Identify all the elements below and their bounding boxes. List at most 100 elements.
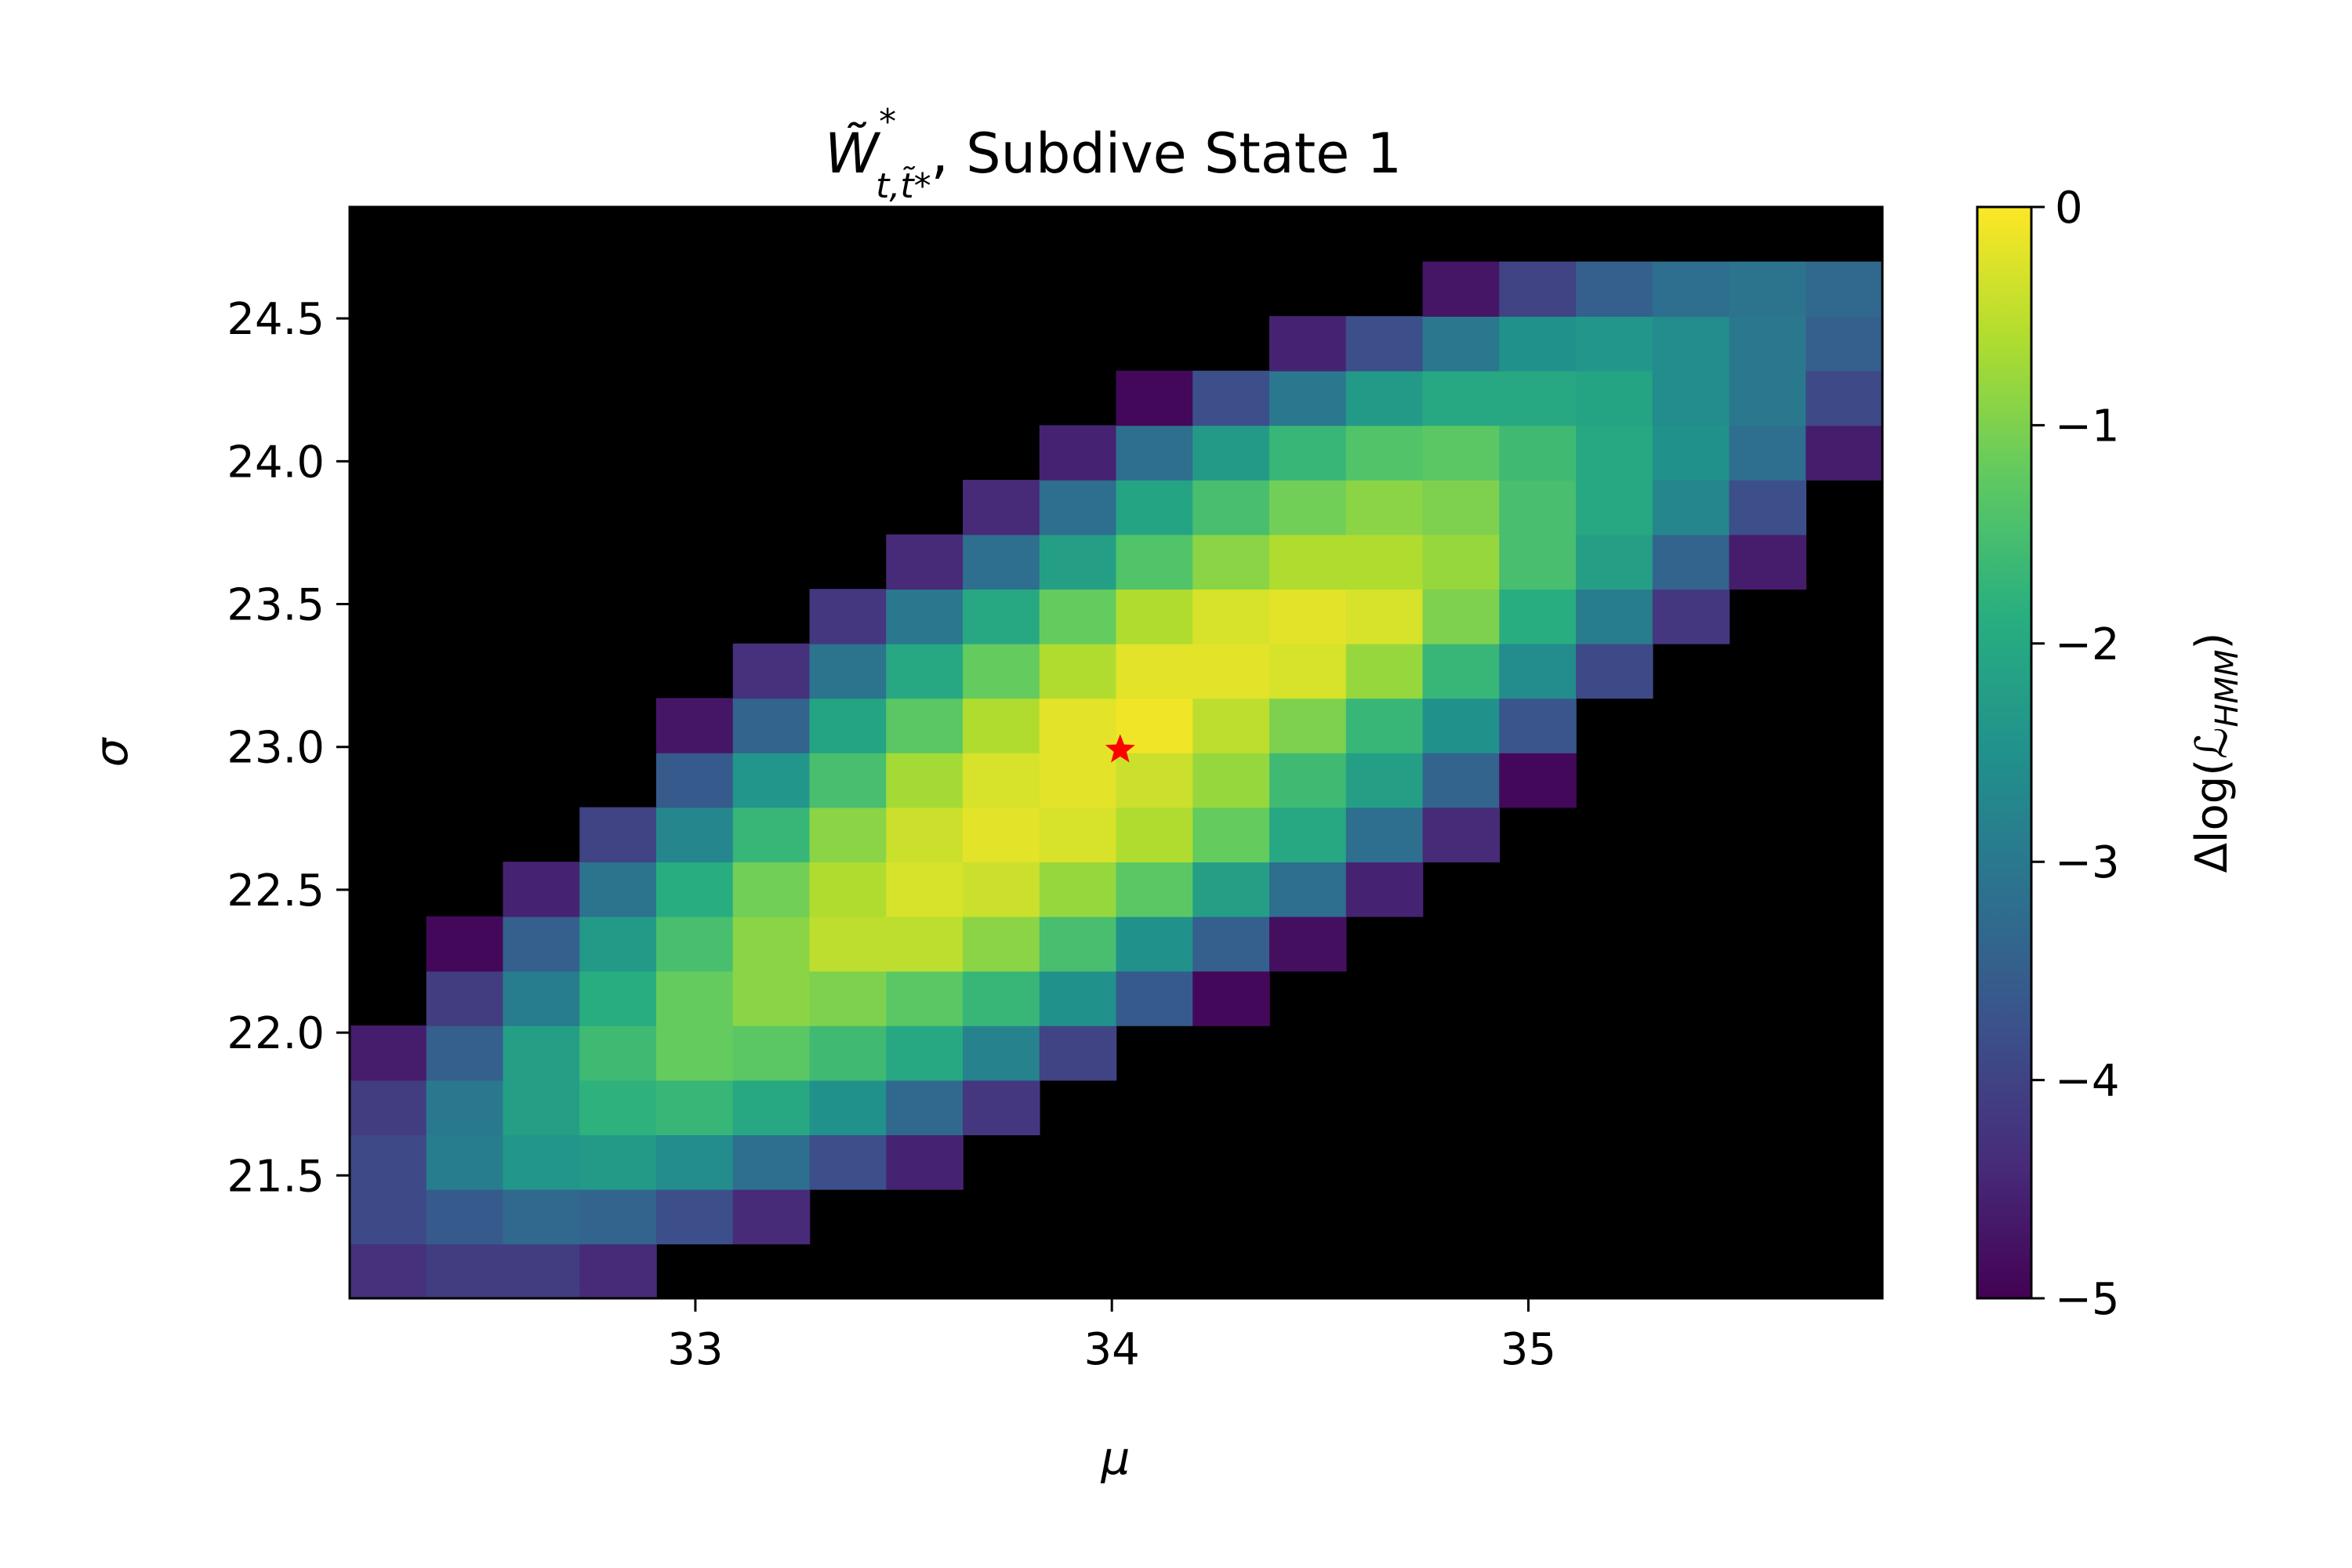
heatmap-cell <box>809 1025 887 1081</box>
heatmap-cell <box>809 1134 887 1190</box>
heatmap-cell <box>963 698 1040 753</box>
heatmap-cell <box>1422 643 1501 699</box>
heatmap-cell <box>886 643 964 699</box>
colorbar-gradient <box>1976 205 2033 1300</box>
heatmap-cell <box>1345 370 1424 426</box>
heatmap-cell <box>1652 370 1730 426</box>
heatmap-cell <box>1192 643 1270 699</box>
heatmap-cell <box>809 916 887 972</box>
heatmap-cell <box>1499 480 1577 535</box>
heatmap-cell <box>732 1189 811 1245</box>
heatmap-cell <box>732 1025 811 1081</box>
heatmap-cell <box>809 643 887 699</box>
colorbar: 0 −1 −2 −3 −4 −5 Δlog(ℒHMM) <box>1976 183 2245 1325</box>
heatmap-cell <box>656 1189 734 1245</box>
heatmap-cell <box>1345 480 1424 535</box>
heatmap-cell <box>963 916 1040 972</box>
heatmap-cell <box>1269 316 1347 372</box>
heatmap-cell <box>1116 698 1194 753</box>
heatmap-cell <box>886 1080 964 1135</box>
heatmap-cell <box>963 1080 1040 1135</box>
heatmap-cell <box>1729 316 1807 372</box>
y-tick-label: 24.0 <box>227 437 325 488</box>
heatmap-cell <box>1576 480 1653 535</box>
colorbar-tick-label: −4 <box>2055 1056 2120 1107</box>
heatmap-cell <box>963 480 1040 535</box>
heatmap-cell <box>886 1134 964 1190</box>
heatmap-cell <box>1269 370 1347 426</box>
x-tick-label: 35 <box>1501 1324 1556 1375</box>
heatmap-cell <box>1116 589 1194 644</box>
heatmap-cell <box>1192 425 1270 481</box>
heatmap-cell <box>1729 534 1807 590</box>
title-text: , Subdive State 1 <box>931 122 1402 186</box>
chart-title: W̃* t,t̃*, Subdive State 1 <box>825 102 1402 206</box>
colorbar-tick-label: −1 <box>2055 401 2120 452</box>
heatmap-cell <box>1269 807 1347 862</box>
heatmap-cell <box>1345 589 1424 644</box>
heatmap-cell <box>732 807 811 862</box>
heatmap-cell <box>1116 643 1194 699</box>
x-tick-label: 34 <box>1084 1324 1140 1375</box>
heatmap-cell <box>503 1189 581 1245</box>
heatmap-cell <box>1269 916 1347 972</box>
heatmap-cell <box>579 1189 657 1245</box>
heatmap-cell <box>656 1025 734 1081</box>
heatmap-cell <box>1499 589 1577 644</box>
colorbar-tick-label: −2 <box>2055 619 2120 670</box>
heatmap-cell <box>1729 370 1807 426</box>
heatmap-cell <box>886 807 964 862</box>
x-axis: 33 34 35 <box>667 1298 1556 1375</box>
best-fit-star-marker <box>1105 734 1135 763</box>
heatmap-cell <box>1422 807 1501 862</box>
heatmap-cell <box>503 1080 581 1135</box>
heatmap-cell <box>1269 425 1347 481</box>
heatmap-cell <box>579 971 657 1026</box>
heatmap-cell <box>579 807 657 862</box>
heatmap-cell <box>1806 316 1883 372</box>
heatmap-cell <box>1192 862 1270 917</box>
heatmap-cell <box>963 589 1040 644</box>
heatmap-cell <box>1576 425 1653 481</box>
heatmap-cell <box>426 1025 504 1081</box>
heatmap-cell <box>1652 316 1730 372</box>
heatmap-cell <box>579 1080 657 1135</box>
heatmap-cell <box>503 1243 581 1299</box>
heatmap-cell <box>1422 698 1501 753</box>
heatmap-cell <box>1806 261 1883 317</box>
heatmap-cell <box>426 971 504 1026</box>
heatmap-cell <box>809 589 887 644</box>
heatmap-cell <box>350 1189 427 1245</box>
y-tick-label: 21.5 <box>227 1151 325 1202</box>
heatmap-cell <box>1192 753 1270 808</box>
heatmap-cell <box>732 916 811 972</box>
heatmap-cell <box>732 643 811 699</box>
heatmap-cell <box>1652 589 1730 644</box>
heatmap-cell <box>886 753 964 808</box>
heatmap-cell <box>809 698 887 753</box>
best-fit-marker-group <box>1105 734 1135 763</box>
heatmap-cell <box>1499 425 1577 481</box>
heatmap-cell <box>732 1134 811 1190</box>
heatmap-cell <box>1422 753 1501 808</box>
heatmap-cell <box>1039 753 1117 808</box>
x-axis-label: μ <box>1101 1432 1131 1485</box>
heatmap-cell <box>1039 971 1117 1026</box>
title-superscript: * <box>879 102 896 142</box>
heatmap-cell <box>1345 698 1424 753</box>
heatmap-cell <box>809 971 887 1026</box>
heatmap-cell <box>656 1134 734 1190</box>
heatmap-cell <box>886 971 964 1026</box>
heatmap-cell <box>1192 589 1270 644</box>
heatmap-cell <box>1345 753 1424 808</box>
heatmap-cell <box>1499 753 1577 808</box>
heatmap-cell <box>656 807 734 862</box>
heatmap-cell <box>732 862 811 917</box>
heatmap-cell <box>1192 370 1270 426</box>
heatmap-cell <box>886 534 964 590</box>
heatmap-cell <box>656 916 734 972</box>
heatmap-cell <box>1345 534 1424 590</box>
plot-area <box>348 205 1884 1300</box>
colorbar-ticks: 0 −1 −2 −3 −4 −5 <box>2031 183 2120 1325</box>
heatmap-cell <box>886 698 964 753</box>
